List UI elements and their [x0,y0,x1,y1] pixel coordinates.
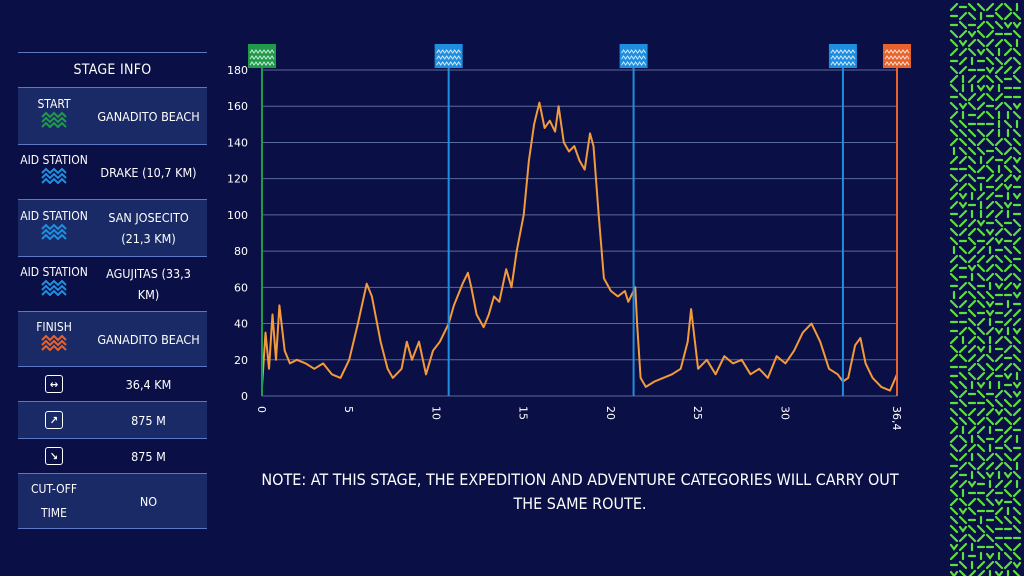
blue-wave-icon [41,167,67,185]
y-tick-label: 120 [227,173,248,186]
green-wave-icon [41,111,67,129]
x-tick-label: 0 [255,406,268,413]
y-tick-label: 20 [234,354,248,367]
elevation-profile-chart: 0 20 40 60 80 100 120 140 160 180 0 5 10 15 20 25 30 36,4 [227,44,911,431]
aid-station-label: AID STATION [20,153,88,167]
x-tick-label: 15 [517,406,530,420]
descent-arrow-icon: ↘ [45,447,63,465]
y-tick-label: 180 [227,64,248,77]
marker-flag [434,44,463,68]
x-tick-label: 30 [778,406,791,420]
finish-label: FINISH [36,320,72,334]
marker-wave-icon [436,49,462,66]
y-tick-label: 60 [234,281,248,294]
marker-flag [619,44,648,68]
aid-station-3-value: AGUJITAS (33,3 KM) [106,266,191,302]
x-tick-label: 36,4 [890,406,903,431]
cutoff-row: CUT-OFF TIME NO [18,474,207,529]
marker-wave-icon [884,49,910,66]
distance-row: ↔ 36,4 KM [18,367,207,402]
distance-arrows-icon: ↔ [45,375,63,393]
x-tick-label: 5 [342,406,355,413]
stage-info-panel: STAGE INFO START GANADITO BEACH AID STAT… [18,52,207,529]
aid-station-label: AID STATION [20,265,88,279]
aid-station-row-2: AID STATION SAN JOSECITO (21,3 KM) [18,200,207,257]
route-note: NOTE: AT THIS STAGE, THE EXPEDITION AND … [261,470,899,513]
marker-flag [883,44,911,68]
aid-station-2-value: SAN JOSECITO (21,3 KM) [108,210,189,246]
start-row: START GANADITO BEACH [18,88,207,145]
marker-wave-icon [830,49,856,66]
stage-info-title: STAGE INFO [18,52,207,88]
blue-wave-icon [41,279,67,297]
cutoff-value: NO [139,493,158,509]
marker-wave-icon [249,49,275,66]
ascent-row: ↗ 875 M [18,402,207,439]
y-tick-label: 160 [227,100,248,113]
y-tick-label: 0 [241,390,248,403]
aid-station-1-value: DRAKE (10,7 KM) [100,164,197,180]
x-tick-label: 25 [691,406,704,420]
finish-row: FINISH GANADITO BEACH [18,312,207,367]
descent-row: ↘ 875 M [18,439,207,474]
start-label: START [37,97,71,111]
pattern-strokes [949,2,1022,576]
aid-station-row-1: AID STATION DRAKE (10,7 KM) [18,145,207,200]
x-tick-label: 10 [429,406,442,420]
start-value: GANADITO BEACH [97,108,200,124]
distance-value: 36,4 KM [125,376,172,392]
decorative-pattern [949,2,1022,576]
ascent-arrow-icon: ↗ [45,411,63,429]
x-tick-label: 20 [604,406,617,420]
y-tick-label: 140 [227,136,248,149]
y-tick-label: 80 [234,245,248,258]
orange-wave-icon [41,334,67,352]
cutoff-label: CUT-OFF TIME [30,482,78,520]
finish-value: GANADITO BEACH [97,331,200,347]
y-tick-label: 100 [227,209,248,222]
marker-flag [828,44,857,68]
ascent-value: 875 M [131,412,166,428]
blue-wave-icon [41,223,67,241]
marker-wave-icon [621,49,646,66]
aid-station-label: AID STATION [20,209,88,223]
y-tick-label: 40 [234,318,248,331]
descent-value: 875 M [131,448,166,464]
aid-station-row-3: AID STATION AGUJITAS (33,3 KM) [18,257,207,312]
elevation-profile-line [261,101,898,392]
marker-flag [248,44,276,68]
